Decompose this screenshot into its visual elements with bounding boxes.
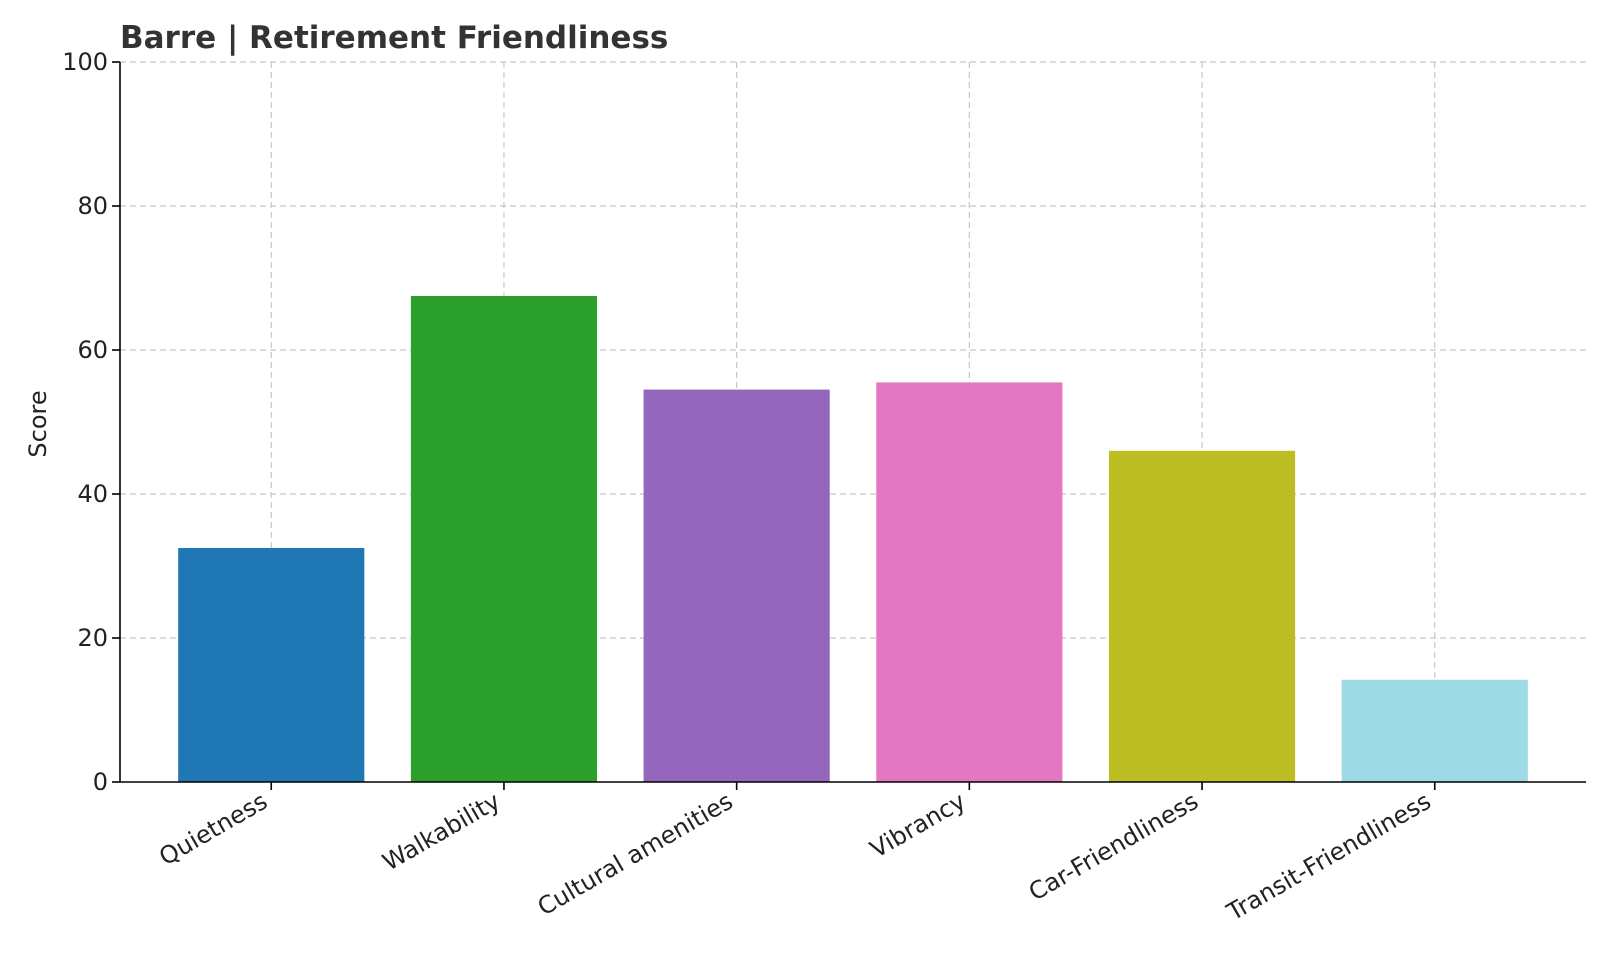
y-axis-label: Score xyxy=(24,390,52,457)
bar-cultural-amenities xyxy=(643,389,830,782)
bar-car-friendliness xyxy=(1108,450,1296,782)
y-tick-label: 40 xyxy=(77,480,108,508)
x-tick-label: Transit-Friendliness xyxy=(1221,787,1435,927)
x-tick-label: Walkability xyxy=(378,787,505,877)
y-tick-label: 100 xyxy=(62,48,108,76)
bar-transit-friendliness xyxy=(1341,679,1528,782)
x-tick-label: Quietness xyxy=(154,787,272,871)
y-tick-label: 0 xyxy=(93,768,108,796)
x-tick-label: Vibrancy xyxy=(865,787,970,864)
y-tick-label: 20 xyxy=(77,624,108,652)
y-tick-label: 60 xyxy=(77,336,108,364)
axes xyxy=(119,62,1586,783)
chart-title: Barre | Retirement Friendliness xyxy=(120,20,668,56)
bar-walkability xyxy=(410,296,598,782)
bars xyxy=(178,296,1528,782)
bar-quietness xyxy=(178,548,365,782)
x-tick-label: Car-Friendliness xyxy=(1024,787,1203,907)
x-tick-label: Cultural amenities xyxy=(533,787,738,921)
y-tick-label: 80 xyxy=(77,192,108,220)
bar-vibrancy xyxy=(876,382,1063,782)
